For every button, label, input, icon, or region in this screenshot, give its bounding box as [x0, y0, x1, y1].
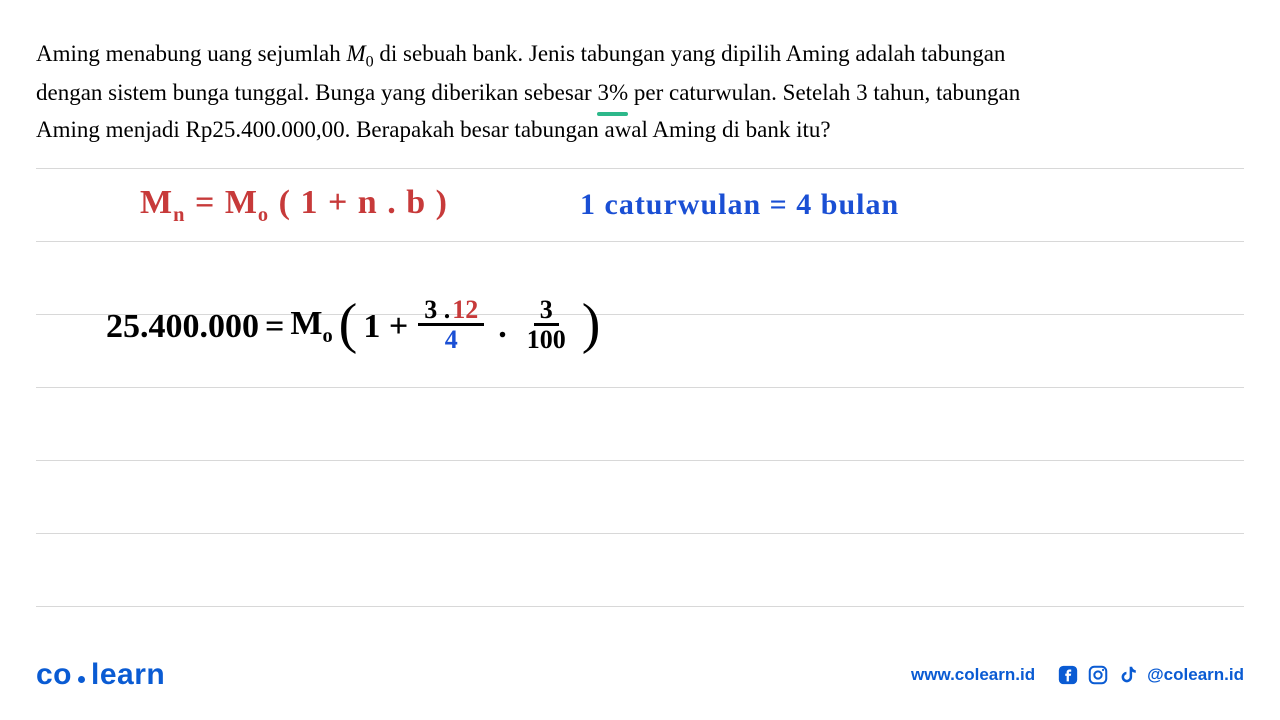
instagram-icon	[1087, 664, 1109, 686]
f2-frac1: 3 . 12 4	[418, 296, 484, 354]
logo: co learn	[36, 658, 165, 692]
f2-oneplus: 1 +	[363, 308, 408, 346]
logo-dot-icon	[78, 676, 85, 683]
note-caturwulan: 1 caturwulan = 4 bulan	[580, 188, 899, 222]
footer-handle: @colearn.id	[1147, 665, 1244, 685]
problem-var-m: M	[346, 41, 365, 66]
f2-eq: =	[265, 308, 284, 346]
social-icons: @colearn.id	[1057, 664, 1244, 686]
f2-mo: Mo	[290, 305, 332, 348]
f2-frac2: 3 100	[521, 296, 572, 354]
logo-co: co	[36, 658, 72, 692]
problem-line2-post: per caturwulan. Setelah 3 tahun, tabunga…	[628, 80, 1020, 105]
tiktok-icon	[1117, 664, 1139, 686]
footer-url: www.colearn.id	[911, 665, 1035, 685]
logo-learn: learn	[91, 658, 165, 692]
problem-line3: Aming menjadi Rp25.400.000,00. Berapakah…	[36, 117, 831, 142]
facebook-icon	[1057, 664, 1079, 686]
formula-substitution: 25.400.000 = Mo ( 1 + 3 . 12 4 . 3 100 )	[106, 298, 600, 356]
problem-var-sub: 0	[366, 54, 374, 71]
problem-text: Aming menabung uang sejumlah M0 di sebua…	[36, 36, 1244, 149]
problem-line1-pre: Aming menabung uang sejumlah	[36, 41, 346, 66]
f2-dot: .	[494, 308, 511, 346]
f2-paren-close: )	[582, 305, 601, 344]
problem-line2-pre: dengan sistem bunga tunggal. Bunga yang …	[36, 80, 597, 105]
f2-lhs: 25.400.000	[106, 308, 259, 346]
problem-underlined: 3%	[597, 75, 628, 112]
footer: co learn www.colearn.id @colearn.id	[36, 658, 1244, 692]
f2-paren-open: (	[339, 305, 358, 344]
problem-line1-post: di sebuah bank. Jenis tabungan yang dipi…	[374, 41, 1006, 66]
footer-right: www.colearn.id @colearn.id	[911, 664, 1244, 686]
formula-simple-interest: Mn = Mo ( 1 + n . b )	[140, 184, 448, 227]
